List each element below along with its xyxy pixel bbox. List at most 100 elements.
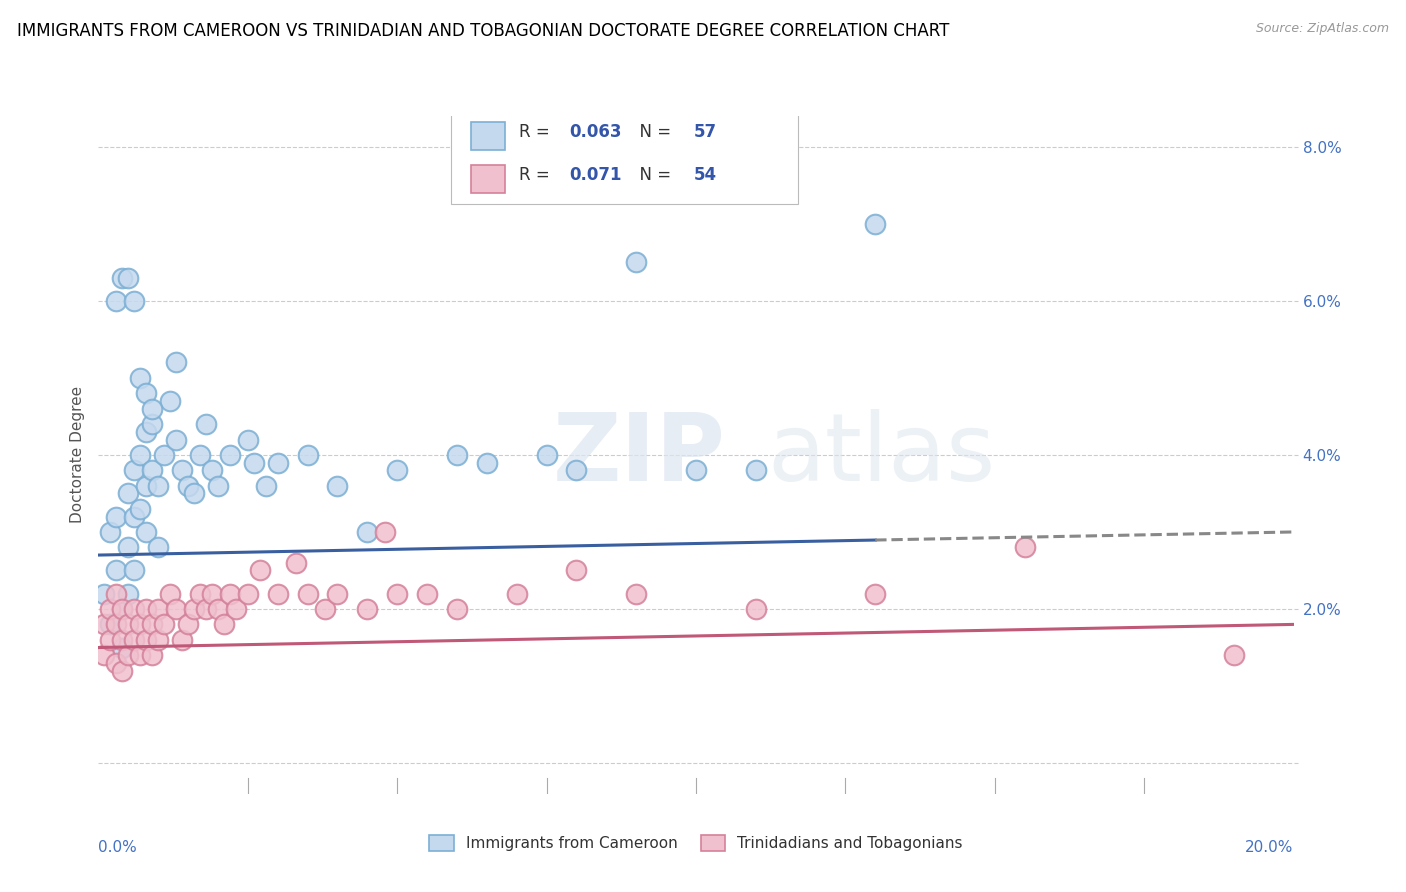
Point	[159, 394, 181, 409]
Text: N =: N =	[628, 166, 676, 184]
Point	[195, 417, 218, 431]
Point	[105, 293, 128, 308]
Point	[254, 479, 277, 493]
Point	[111, 602, 134, 616]
Point	[129, 501, 152, 516]
Point	[356, 524, 378, 539]
Point	[165, 355, 187, 369]
Point	[165, 602, 187, 616]
Point	[172, 632, 194, 647]
Point	[98, 617, 122, 632]
Point	[141, 648, 163, 663]
Point	[267, 586, 290, 600]
Text: 20.0%: 20.0%	[1246, 840, 1294, 855]
Point	[284, 556, 307, 570]
Point	[124, 564, 146, 578]
Point	[183, 602, 205, 616]
Text: N =: N =	[628, 122, 676, 141]
Point	[225, 602, 247, 616]
Text: 0.063: 0.063	[569, 122, 621, 141]
Point	[105, 509, 128, 524]
Point	[1223, 648, 1246, 663]
Point	[475, 456, 498, 470]
Point	[124, 632, 146, 647]
Y-axis label: Doctorate Degree: Doctorate Degree	[69, 386, 84, 524]
Point	[117, 586, 139, 600]
Point	[117, 270, 139, 285]
Point	[93, 586, 115, 600]
Point	[117, 648, 139, 663]
Point	[153, 448, 176, 462]
Point	[111, 602, 134, 616]
Text: IMMIGRANTS FROM CAMEROON VS TRINIDADIAN AND TOBAGONIAN DOCTORATE DEGREE CORRELAT: IMMIGRANTS FROM CAMEROON VS TRINIDADIAN …	[17, 22, 949, 40]
Point	[111, 640, 134, 655]
Point	[219, 448, 242, 462]
Point	[105, 617, 128, 632]
FancyBboxPatch shape	[451, 106, 797, 204]
Point	[326, 479, 349, 493]
Text: 0.0%: 0.0%	[98, 840, 138, 855]
Point	[745, 602, 768, 616]
Point	[207, 479, 229, 493]
Point	[212, 617, 235, 632]
Point	[105, 586, 128, 600]
Text: R =: R =	[519, 166, 555, 184]
Point	[297, 586, 319, 600]
Point	[135, 425, 157, 439]
Bar	[471, 165, 505, 194]
Point	[536, 448, 558, 462]
Point	[148, 602, 170, 616]
Point	[148, 541, 170, 555]
Text: 54: 54	[693, 166, 717, 184]
Point	[135, 386, 157, 401]
Point	[135, 524, 157, 539]
Point	[141, 617, 163, 632]
Point	[236, 433, 259, 447]
Text: R =: R =	[519, 122, 555, 141]
Text: ZIP: ZIP	[553, 409, 725, 501]
Point	[148, 479, 170, 493]
Point	[201, 463, 224, 477]
Point	[315, 602, 337, 616]
Point	[745, 463, 768, 477]
Point	[93, 617, 115, 632]
Point	[124, 293, 146, 308]
Point	[111, 632, 134, 647]
Point	[188, 448, 211, 462]
Point	[159, 586, 181, 600]
Point	[98, 632, 122, 647]
Point	[172, 463, 194, 477]
Point	[565, 564, 588, 578]
Point	[865, 586, 887, 600]
Point	[165, 433, 187, 447]
Point	[1014, 541, 1036, 555]
Point	[177, 479, 200, 493]
Point	[129, 648, 152, 663]
Point	[135, 602, 157, 616]
Point	[124, 463, 146, 477]
Point	[148, 632, 170, 647]
Point	[326, 586, 349, 600]
Point	[111, 664, 134, 678]
Point	[135, 632, 157, 647]
Point	[98, 524, 122, 539]
Point	[195, 602, 218, 616]
Point	[117, 486, 139, 500]
Point	[124, 602, 146, 616]
Point	[506, 586, 529, 600]
Point	[201, 586, 224, 600]
Point	[129, 448, 152, 462]
Point	[105, 656, 128, 670]
Point	[141, 417, 163, 431]
Point	[153, 617, 176, 632]
Point	[374, 524, 396, 539]
Point	[117, 541, 139, 555]
Text: 57: 57	[693, 122, 717, 141]
Point	[356, 602, 378, 616]
Point	[267, 456, 290, 470]
Point	[685, 463, 707, 477]
Point	[249, 564, 271, 578]
Point	[243, 456, 266, 470]
Point	[93, 648, 115, 663]
Point	[117, 617, 139, 632]
